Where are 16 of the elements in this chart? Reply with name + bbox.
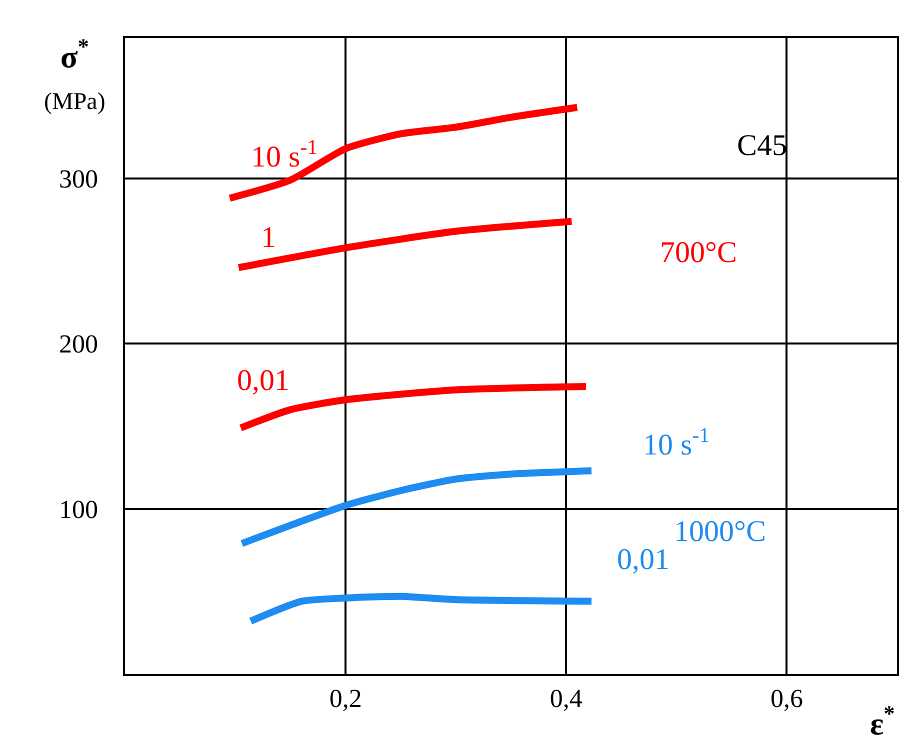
annotation: 10 s$^{-1}$ [251, 135, 318, 174]
annotation: 10 s$^{-1}$ [643, 423, 710, 462]
annotation: 0,01 [617, 543, 670, 576]
y-tick-label: 300 [59, 164, 98, 194]
annotation: 700°C [660, 236, 738, 269]
x-axis-title: ε$^{*}$ [870, 701, 895, 738]
y-tick-label: 100 [59, 494, 98, 524]
x-tick-label: 0,6 [770, 684, 803, 713]
annotation: 0,01 [237, 364, 290, 397]
text: σ$^{*}$ (MPa) [44, 34, 106, 116]
x-tick-label: 0,4 [550, 684, 582, 713]
annotation: 1000°C [674, 515, 766, 548]
y-tick-label: 200 [59, 330, 98, 359]
annotation: C45 [737, 129, 788, 162]
x-tick-label: 0,2 [329, 684, 362, 713]
annotation: 1 [261, 221, 276, 254]
